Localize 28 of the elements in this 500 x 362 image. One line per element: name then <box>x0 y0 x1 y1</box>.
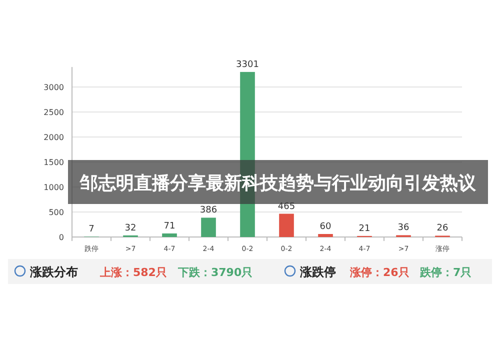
bar <box>318 234 333 237</box>
y-tick-label: 0 <box>58 233 64 242</box>
data-label: 3301 <box>236 60 259 70</box>
bar <box>279 214 294 237</box>
data-label: 60 <box>320 222 332 232</box>
y-tick-label: 1500 <box>44 158 64 167</box>
data-label: 32 <box>124 223 136 234</box>
text: 涨停：26只 <box>349 266 410 279</box>
data-label: 386 <box>200 206 218 216</box>
text: 跌停：7只 <box>419 266 472 279</box>
data-label: 21 <box>358 224 370 234</box>
y-tick-label: 500 <box>48 208 64 217</box>
data-label: 7 <box>88 224 94 235</box>
data-label: 36 <box>398 223 410 234</box>
bar <box>162 233 177 237</box>
y-tick-label: 3000 <box>44 83 64 92</box>
bar <box>201 218 216 237</box>
text: 下跌：3790只 <box>177 266 253 279</box>
text: 涨跌停 <box>299 265 336 279</box>
text: 邹志明直播分享最新科技趋势与行业动向引发热议 <box>79 173 477 194</box>
y-tick-label: 1000 <box>44 183 64 192</box>
y-tick-label: 2000 <box>44 133 64 142</box>
text: 上涨：582只 <box>99 266 167 279</box>
y-tick-label: 2500 <box>44 108 64 117</box>
data-label: 465 <box>278 202 296 212</box>
text: 涨跌分布 <box>29 265 78 279</box>
data-label: 26 <box>436 224 448 234</box>
data-label: 71 <box>164 221 176 232</box>
